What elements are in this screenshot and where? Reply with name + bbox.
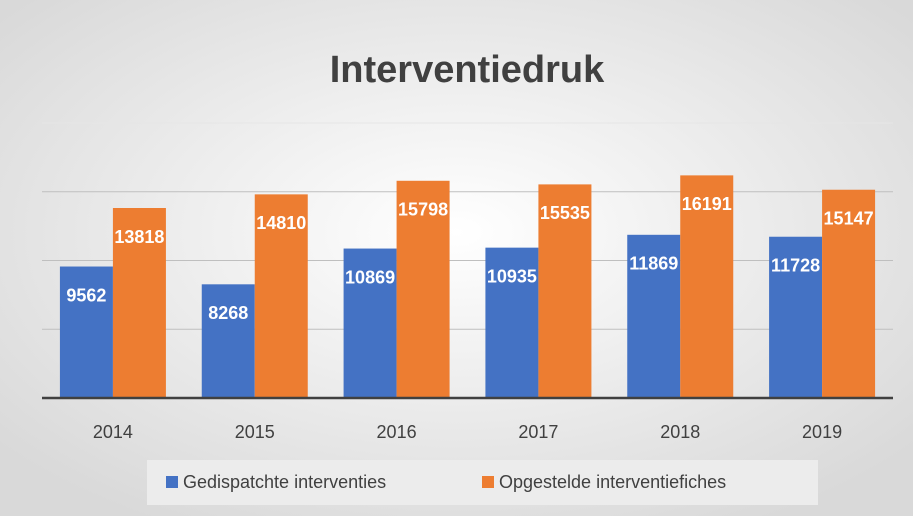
data-label: 16191 <box>682 194 732 214</box>
x-tick-label: 2018 <box>660 422 700 442</box>
data-label: 15147 <box>824 208 874 228</box>
x-tick-label: 2016 <box>377 422 417 442</box>
bar <box>680 175 734 398</box>
x-tick-label: 2015 <box>235 422 275 442</box>
data-label: 10869 <box>345 267 395 287</box>
data-label: 8268 <box>208 303 248 323</box>
legend-label: Gedispatchte interventies <box>183 472 386 492</box>
x-tick-label: 2014 <box>93 422 133 442</box>
x-tick-label: 2019 <box>802 422 842 442</box>
data-label: 13818 <box>114 227 164 247</box>
bar <box>769 236 823 398</box>
bar <box>254 194 308 398</box>
chart-title: Interventiedruk <box>330 49 605 91</box>
data-label: 11869 <box>629 254 678 274</box>
data-label: 15798 <box>398 200 448 220</box>
data-label: 10935 <box>487 266 537 286</box>
data-label: 9562 <box>66 285 106 305</box>
bar <box>201 284 255 398</box>
bar <box>396 180 450 398</box>
legend-label: Opgestelde interventiefiches <box>499 472 726 492</box>
bar <box>343 248 397 398</box>
bar <box>822 189 876 398</box>
data-label: 14810 <box>256 213 306 233</box>
legend-swatch <box>166 476 178 488</box>
bar <box>112 208 166 398</box>
x-tick-label: 2017 <box>518 422 558 442</box>
legend-swatch <box>482 476 494 488</box>
bar <box>59 266 113 398</box>
bar <box>538 184 592 398</box>
bar <box>485 247 539 398</box>
data-label: 15535 <box>540 203 590 223</box>
bar <box>627 234 681 398</box>
data-label: 11728 <box>771 255 820 275</box>
